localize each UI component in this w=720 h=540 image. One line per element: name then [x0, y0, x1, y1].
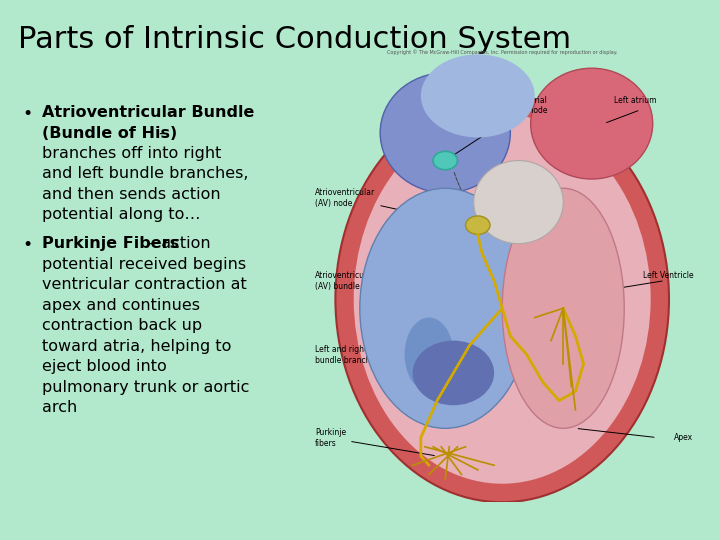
Text: Purkinje
fibers: Purkinje fibers — [315, 428, 434, 456]
Ellipse shape — [360, 188, 531, 428]
Ellipse shape — [380, 73, 510, 193]
Ellipse shape — [474, 160, 563, 244]
Text: –: – — [154, 125, 167, 140]
Text: Atrioventricular
(AV) node: Atrioventricular (AV) node — [315, 188, 467, 225]
Text: ventricular contraction at: ventricular contraction at — [42, 277, 247, 292]
Text: Atrioventricular
(AV) bundle: Atrioventricular (AV) bundle — [315, 271, 483, 291]
Ellipse shape — [503, 188, 624, 428]
Text: eject blood into: eject blood into — [42, 359, 167, 374]
Text: Purkinje Fibers: Purkinje Fibers — [42, 236, 179, 251]
Text: and then sends action: and then sends action — [42, 187, 220, 202]
Text: Parts of Intrinsic Conduction System: Parts of Intrinsic Conduction System — [18, 25, 571, 54]
Text: Copyright © The McGraw-Hill Companies, Inc. Permission required for reproduction: Copyright © The McGraw-Hill Companies, I… — [387, 50, 617, 56]
Text: – action: – action — [143, 236, 211, 251]
Text: potential along to…: potential along to… — [42, 207, 200, 222]
Text: Apex: Apex — [674, 433, 693, 442]
Ellipse shape — [420, 55, 535, 138]
Ellipse shape — [405, 318, 454, 392]
Text: (Bundle of His): (Bundle of His) — [42, 125, 177, 140]
Text: and left bundle branches,: and left bundle branches, — [42, 166, 248, 181]
Ellipse shape — [531, 68, 653, 179]
Text: toward atria, helping to: toward atria, helping to — [42, 339, 231, 354]
Text: potential received begins: potential received begins — [42, 256, 246, 272]
Text: arch: arch — [42, 400, 77, 415]
Text: pulmonary trunk or aortic: pulmonary trunk or aortic — [42, 380, 249, 395]
Text: Left atrium: Left atrium — [614, 96, 657, 105]
Text: •: • — [22, 105, 32, 123]
Ellipse shape — [466, 216, 490, 234]
Ellipse shape — [354, 114, 651, 484]
Ellipse shape — [336, 96, 669, 502]
Text: branches off into right: branches off into right — [42, 146, 221, 161]
Text: contraction back up: contraction back up — [42, 318, 202, 333]
Text: Sinoatrial
(SA) node: Sinoatrial (SA) node — [448, 96, 548, 159]
Text: Atrioventricular Bundle: Atrioventricular Bundle — [42, 105, 254, 120]
Ellipse shape — [433, 151, 457, 170]
Ellipse shape — [413, 341, 494, 405]
Text: Left Ventricle: Left Ventricle — [643, 271, 693, 280]
Text: •: • — [22, 236, 32, 254]
Text: apex and continues: apex and continues — [42, 298, 200, 313]
Text: Left and right
bundle branches: Left and right bundle branches — [315, 345, 467, 364]
